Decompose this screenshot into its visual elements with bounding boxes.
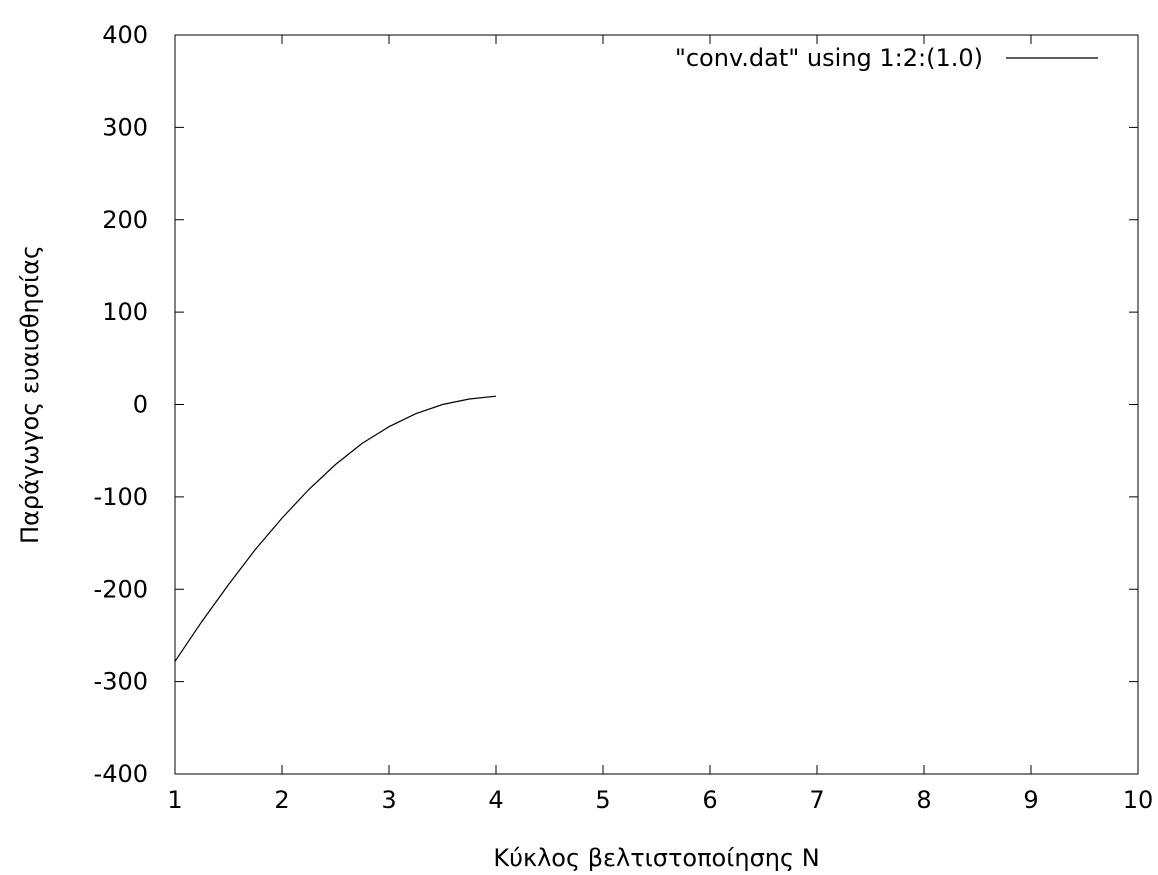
y-tick-label: 100: [102, 298, 148, 326]
y-tick-label: -100: [94, 483, 148, 511]
x-tick-label: 3: [381, 786, 396, 814]
x-tick-label: 10: [1123, 786, 1154, 814]
tick-labels: 1 2 3 4 5 6 7 8 9 10 -400 -300 -200 -100 0 100 200 300 400: [94, 21, 1154, 814]
chart-marks: [174, 395, 497, 662]
legend: "conv.dat" using 1:2:(1.0): [675, 44, 1098, 72]
tick-marks: [174, 34, 1139, 775]
y-tick-label: -300: [94, 668, 148, 696]
y-tick-label: 400: [102, 21, 148, 49]
y-tick-label: 300: [102, 113, 148, 141]
y-tick-label: 0: [133, 391, 148, 419]
y-tick-label: -400: [94, 760, 148, 788]
x-tick-label: 9: [1023, 786, 1038, 814]
legend-label: "conv.dat" using 1:2:(1.0): [675, 44, 983, 72]
x-tick-label: 8: [916, 786, 931, 814]
x-tick-label: 2: [274, 786, 289, 814]
y-axis-label: Παράγωγος ευαισθησίας: [16, 245, 44, 544]
series-line: [174, 395, 497, 662]
y-tick-label: 200: [102, 206, 148, 234]
y-tick-label: -200: [94, 575, 148, 603]
x-tick-label: 1: [167, 786, 182, 814]
x-tick-label: 5: [595, 786, 610, 814]
x-tick-label: 7: [809, 786, 824, 814]
x-tick-label: 4: [488, 786, 503, 814]
x-axis-label: Κύκλος βελτιστοποίησης N: [493, 844, 819, 872]
x-tick-label: 6: [702, 786, 717, 814]
plot-frame: [174, 34, 1139, 775]
